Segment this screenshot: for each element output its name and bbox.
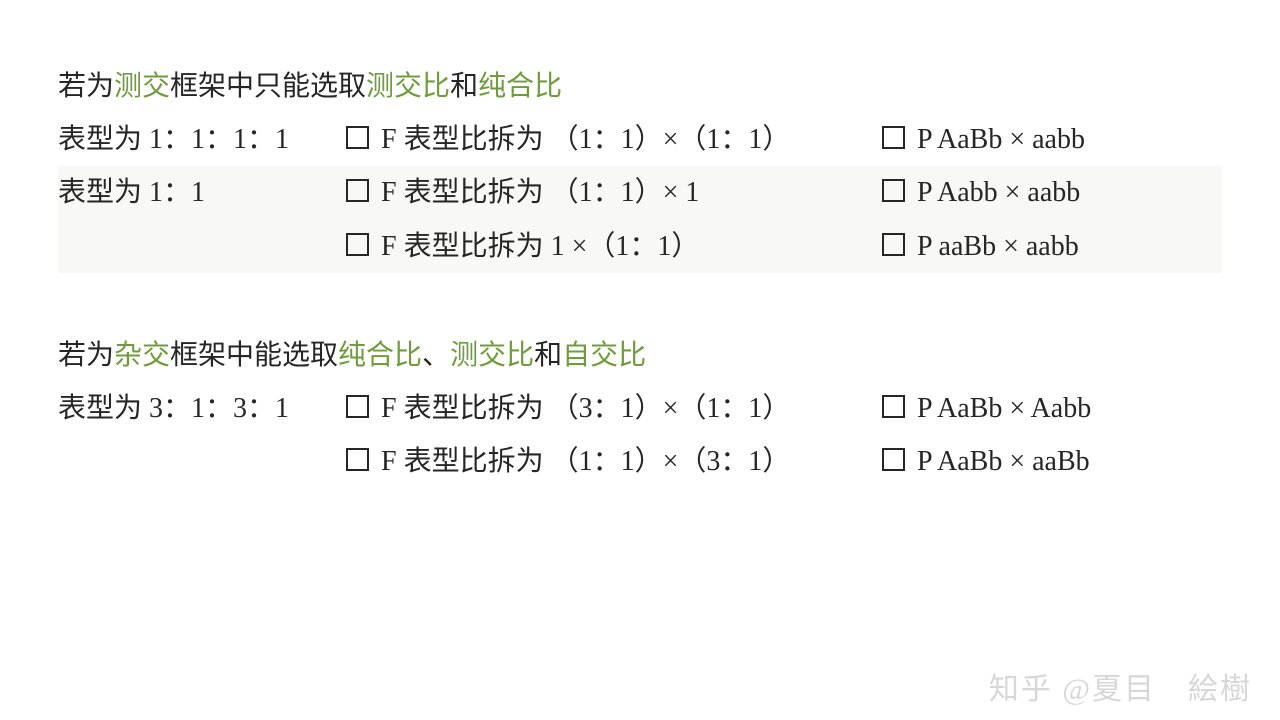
content-region: 若为 测交 框架中只能选取 测交比 和 纯合比 表型为 1：1：1：1 F 表型…: [58, 60, 1222, 488]
t2-hl3: 测交比: [450, 329, 534, 382]
t2-p3: 、: [422, 329, 450, 382]
t1-hl2: 测交比: [366, 60, 450, 113]
s1-row-2: F 表型比拆为 1 ×（1：1） P aaBb × aabb: [58, 220, 1222, 273]
s2-row-0: 表型为 3：1：3：1 F 表型比拆为 （3：1）×（1：1） P AaBb ×…: [58, 382, 1222, 435]
s1-row-1: 表型为 1：1 F 表型比拆为 （1：1）× 1 P Aabb × aabb: [58, 166, 1222, 219]
s2-right-0: P AaBb × Aabb: [917, 382, 1091, 435]
s1-right-2: P aaBb × aabb: [917, 220, 1079, 273]
t1-p2: 框架中只能选取: [170, 60, 366, 113]
s2-mid-1: F 表型比拆为 （1：1）×（3：1）: [381, 435, 790, 488]
t2-p2: 框架中能选取: [170, 329, 338, 382]
s1-left-1: 表型为 1：1: [58, 166, 346, 219]
checkbox-icon: [882, 448, 905, 471]
s1-mid-1: F 表型比拆为 （1：1）× 1: [381, 166, 699, 219]
t2-p1: 若为: [58, 329, 114, 382]
s2-left-0: 表型为 3：1：3：1: [58, 382, 346, 435]
checkbox-icon: [346, 233, 369, 256]
t1-hl1: 测交: [114, 60, 170, 113]
s1-mid-0: F 表型比拆为 （1：1）×（1：1）: [381, 113, 790, 166]
checkbox-icon: [346, 126, 369, 149]
t2-hl1: 杂交: [114, 329, 170, 382]
s1-left-0: 表型为 1：1：1：1: [58, 113, 346, 166]
t2-p4: 和: [534, 329, 562, 382]
t1-hl3: 纯合比: [478, 60, 562, 113]
checkbox-icon: [882, 395, 905, 418]
s2-right-1: P AaBb × aaBb: [917, 435, 1090, 488]
checkbox-icon: [346, 448, 369, 471]
checkbox-icon: [346, 179, 369, 202]
s1-right-0: P AaBb × aabb: [917, 113, 1085, 166]
watermark: 知乎 @夏目 絵樹: [989, 664, 1252, 708]
t2-hl4: 自交比: [562, 329, 646, 382]
section1-title: 若为 测交 框架中只能选取 测交比 和 纯合比: [58, 60, 1222, 113]
s1-mid-2: F 表型比拆为 1 ×（1：1）: [381, 220, 699, 273]
t2-hl2: 纯合比: [338, 329, 422, 382]
checkbox-icon: [882, 233, 905, 256]
s1-right-1: P Aabb × aabb: [917, 166, 1080, 219]
s1-row-0: 表型为 1：1：1：1 F 表型比拆为 （1：1）×（1：1） P AaBb ×…: [58, 113, 1222, 166]
t1-p3: 和: [450, 60, 478, 113]
s2-mid-0: F 表型比拆为 （3：1）×（1：1）: [381, 382, 790, 435]
t1-p1: 若为: [58, 60, 114, 113]
s2-row-1: F 表型比拆为 （1：1）×（3：1） P AaBb × aaBb: [58, 435, 1222, 488]
checkbox-icon: [882, 126, 905, 149]
section2-title: 若为 杂交 框架中能选取 纯合比 、 测交比 和 自交比: [58, 329, 1222, 382]
checkbox-icon: [346, 395, 369, 418]
checkbox-icon: [882, 179, 905, 202]
